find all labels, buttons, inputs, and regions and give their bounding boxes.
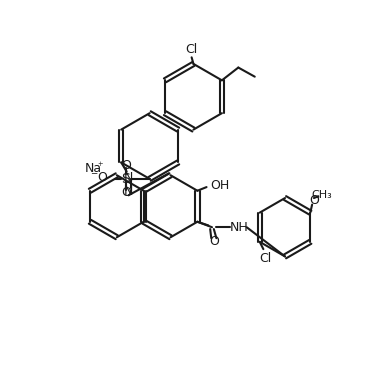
Text: $^{+}$: $^{+}$ xyxy=(97,161,104,171)
Text: O: O xyxy=(121,159,131,171)
Text: CH₃: CH₃ xyxy=(312,190,333,200)
Text: Cl: Cl xyxy=(185,43,198,56)
Text: O: O xyxy=(209,235,219,248)
Text: Cl: Cl xyxy=(259,252,271,265)
Text: S: S xyxy=(122,172,130,186)
Text: O: O xyxy=(121,186,131,199)
Text: N: N xyxy=(124,171,133,183)
Text: N: N xyxy=(124,185,133,198)
Text: Na: Na xyxy=(85,162,101,175)
Text: NH: NH xyxy=(230,221,249,234)
Text: O: O xyxy=(309,194,319,208)
Text: OH: OH xyxy=(210,179,230,192)
Text: $^{-}$O: $^{-}$O xyxy=(90,171,109,183)
